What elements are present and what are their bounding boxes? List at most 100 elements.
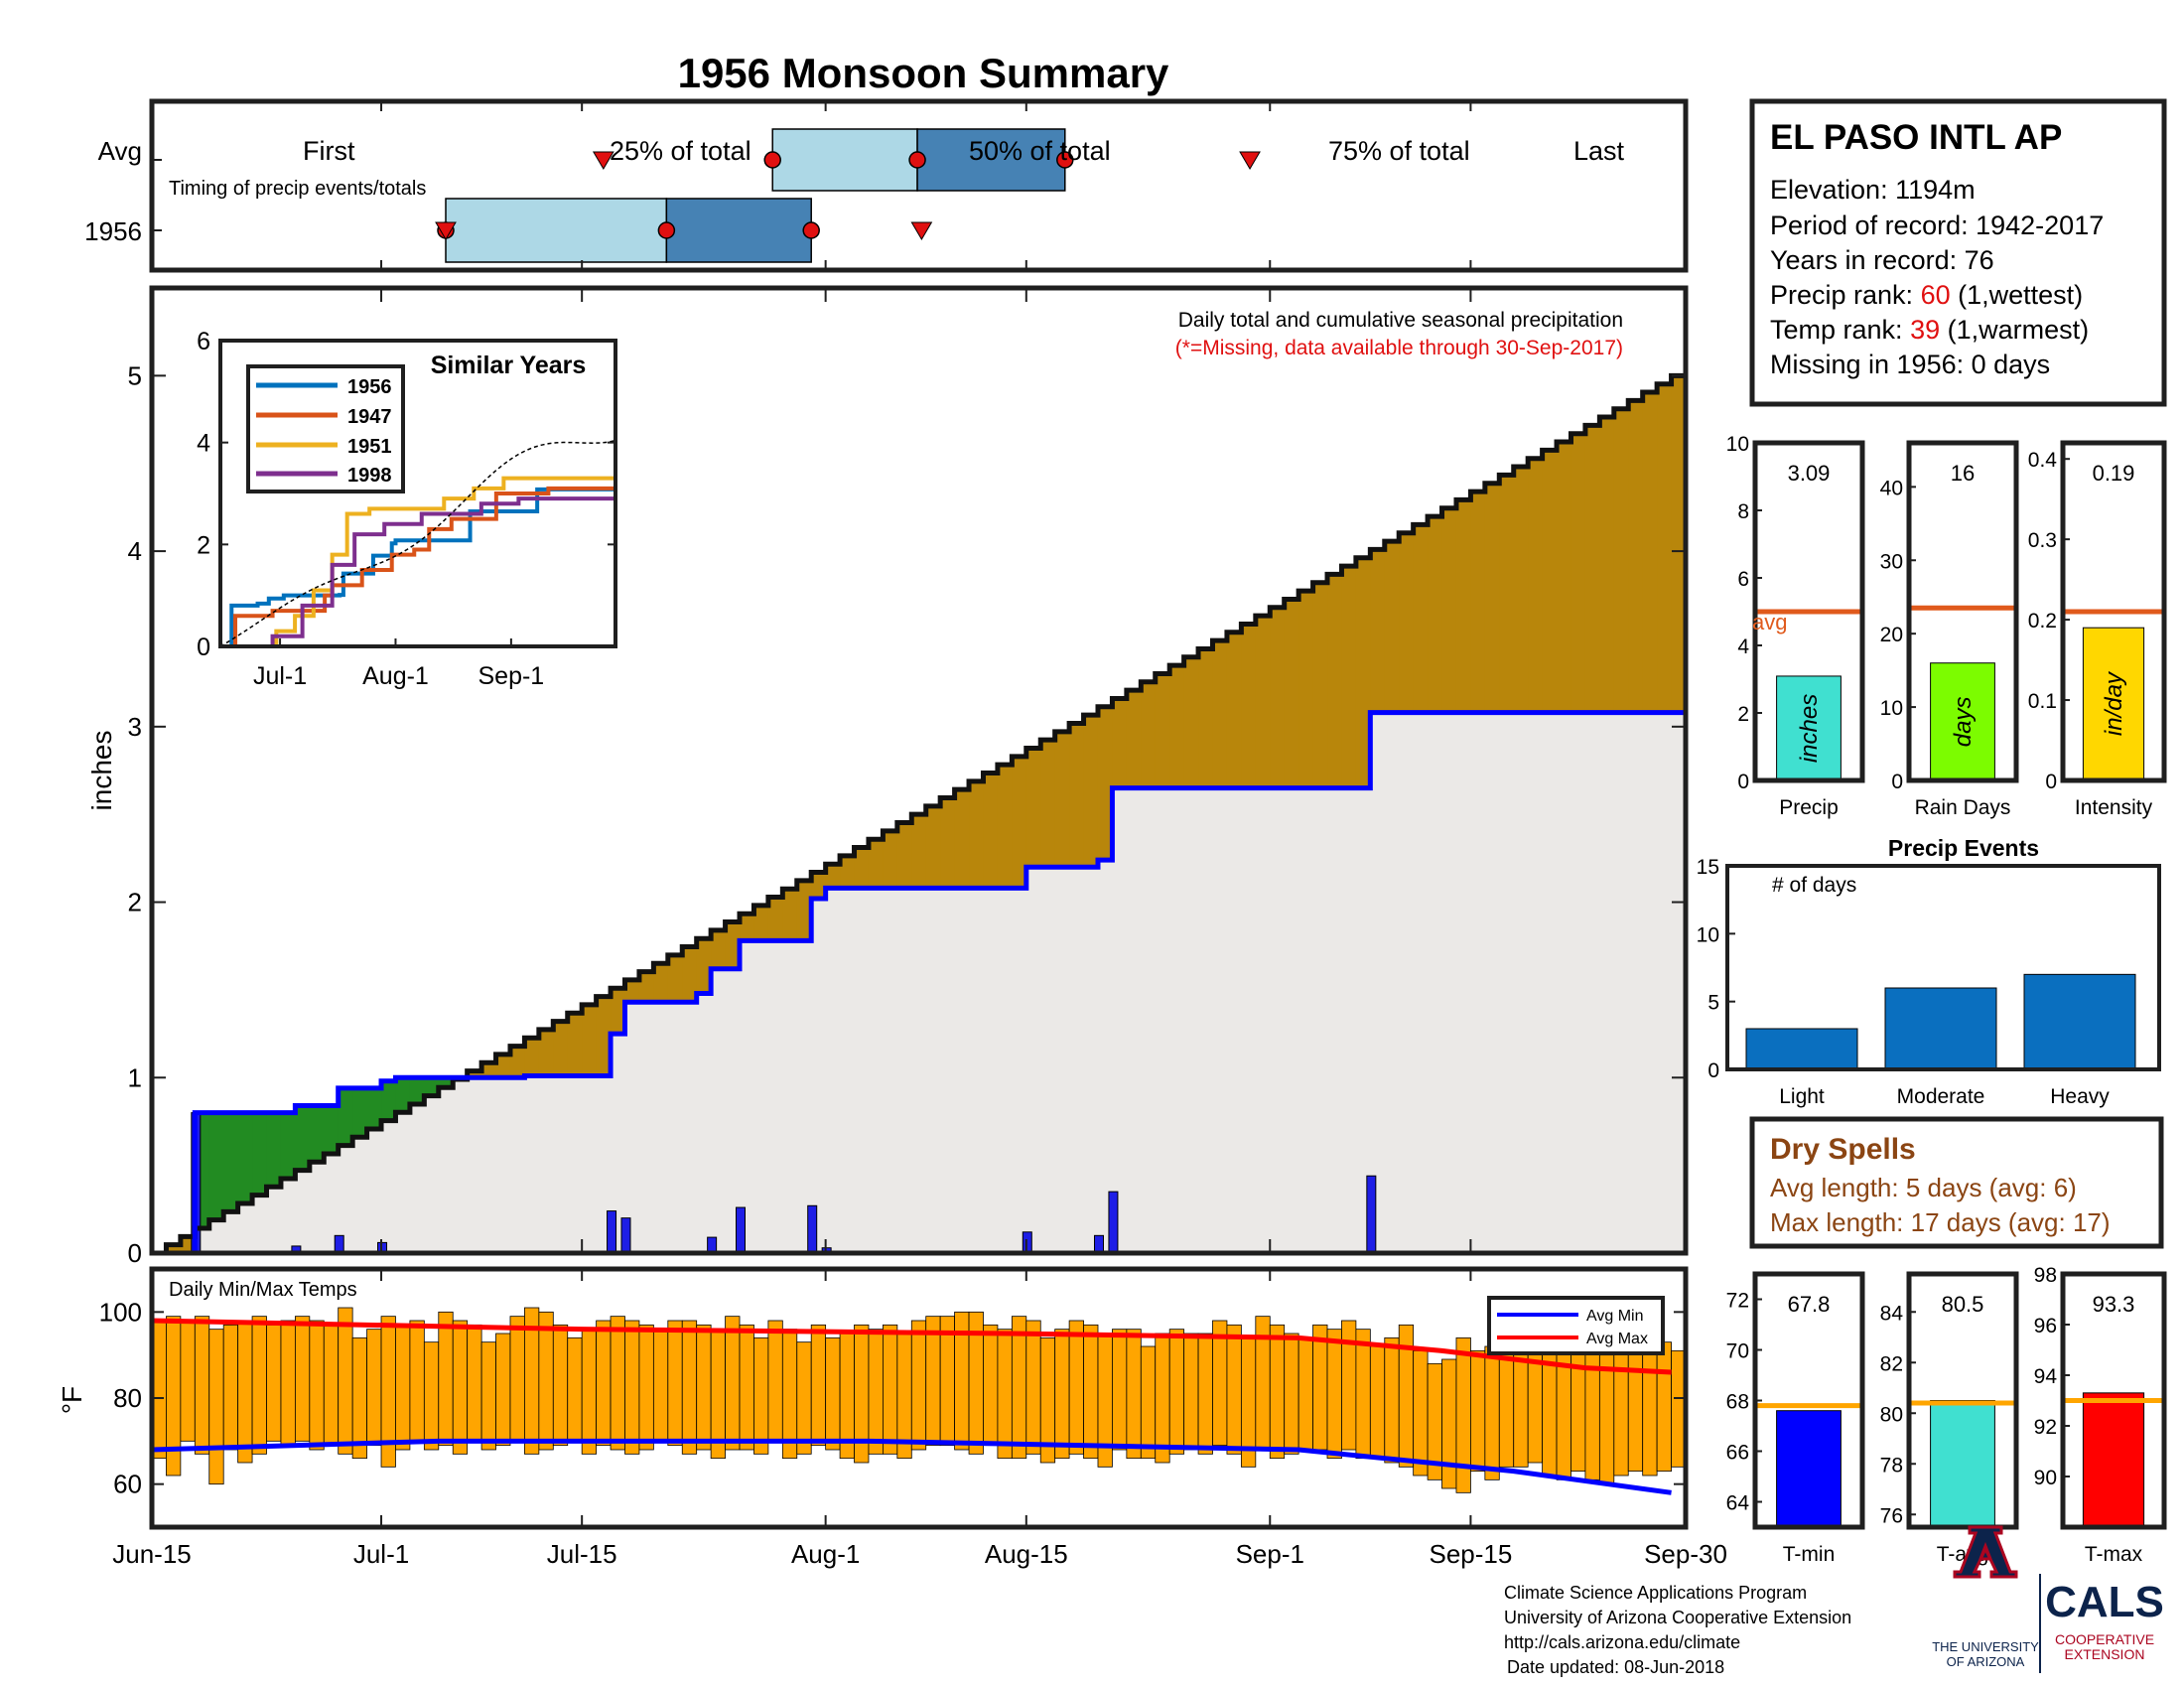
below-average-fill: [896, 822, 912, 889]
daily-temp-bar: [997, 1329, 1013, 1460]
below-average-fill: [796, 880, 812, 941]
mini-ytick-label: 0.2: [2028, 610, 2057, 633]
daily-temp-bar: [438, 1311, 454, 1447]
daily-temp-bar: [681, 1320, 698, 1455]
below-average-fill: [1657, 383, 1673, 713]
below-average-fill: [825, 864, 841, 889]
station-name: EL PASO INTL AP: [1770, 118, 2062, 157]
below-average-fill: [883, 830, 898, 889]
temp-ytick-label: 60: [113, 1470, 142, 1499]
inset-lines: [220, 439, 615, 646]
daily-temp-bar: [222, 1324, 239, 1451]
cals-wordmark: CALS: [2045, 1578, 2164, 1626]
main-frame: [149, 285, 1689, 1256]
daily-precip-bar: [1108, 1191, 1119, 1253]
below-average-fill: [740, 914, 755, 941]
inset-average-line: [220, 439, 615, 646]
timing-first-label: First: [303, 136, 355, 166]
footer-line3: http://cals.arizona.edu/climate: [1504, 1632, 1740, 1652]
timing-row-avg-label: Avg: [98, 136, 142, 166]
daily-precip-bar: [1093, 1234, 1104, 1253]
below-average-fill: [1413, 524, 1429, 713]
timing-bars: [152, 101, 1472, 270]
mini-panel-precip: 0 2 4 6 8 10 3.09 inches avg Precip: [1726, 433, 1865, 819]
below-average-fill: [969, 780, 985, 889]
below-average-fill: [1441, 507, 1457, 713]
daily-temp-bar: [1656, 1341, 1672, 1473]
mini-title: T-max: [2085, 1543, 2143, 1566]
below-average-fill: [696, 938, 712, 994]
daily-temp-bar: [1284, 1333, 1299, 1455]
mini-frame: [1906, 1271, 2019, 1530]
below-average-fill: [567, 1013, 583, 1076]
daily-temp-bar: [1068, 1320, 1084, 1455]
below-average-fill: [997, 765, 1013, 889]
daily-temp-bar: [652, 1329, 669, 1442]
events-annotation: # of days: [1772, 874, 1856, 897]
daily-temp-bar: [351, 1336, 367, 1460]
avg-q75-marker: [1056, 151, 1074, 169]
inset-ytick-label: 6: [197, 328, 210, 355]
daily-temp-bar: [1484, 1345, 1500, 1480]
temperature-chart: 60 80 100 Daily Min/Max Temps °F Avg Min A…: [57, 1266, 1689, 1530]
year-q25-q50-bar: [445, 198, 668, 263]
below-average-fill: [1341, 566, 1357, 788]
below-average-fill: [1226, 632, 1242, 788]
below-average-fill: [1642, 392, 1658, 713]
below-average-fill: [1212, 640, 1228, 788]
daily-temp-bar: [667, 1320, 683, 1447]
mini-bar: [1776, 675, 1842, 781]
mini-value-label: 93.3: [2093, 1292, 2135, 1317]
above-average-fill: [208, 1112, 224, 1220]
daily-temp-bar: [409, 1320, 425, 1442]
below-average-fill: [1613, 408, 1629, 713]
below-average-fill: [582, 1004, 598, 1076]
daily-temp-bar: [1112, 1329, 1128, 1451]
inset-line-1951: [220, 476, 615, 646]
timing-last-label: Last: [1573, 136, 1625, 166]
daily-temp-bar: [796, 1341, 812, 1455]
daily-temp-bar: [1155, 1333, 1170, 1464]
mini-ytick-label: 0: [1891, 771, 1903, 793]
mini-panel-t-min: 64 66 68 70 72 67.8 T-min: [1726, 1271, 1865, 1566]
main-ytick-label: 3: [128, 712, 142, 742]
mini-panel-intensity: 0 0.1 0.2 0.3 0.4 0.19 in/day Intensity: [2028, 440, 2167, 819]
footer-line4: Date updated: 08-Jun-2018: [1507, 1657, 1724, 1677]
daily-temp-bar: [1212, 1320, 1228, 1447]
footer: Climate Science Applications Program Uni…: [1504, 1583, 1851, 1677]
x-axis-label: Sep-1: [1236, 1539, 1304, 1569]
temp-frame: [149, 1266, 1689, 1530]
ua-line1: THE UNIVERSITY: [1932, 1639, 2039, 1654]
similar-years-inset: 0 2 4 6 Jul-1 Aug-1 Sep-1 Similar Years 1956 1…: [197, 328, 617, 690]
event-bar-moderate: [1884, 987, 1997, 1070]
below-average-fill: [1126, 690, 1142, 788]
daily-temp-bar: [696, 1324, 712, 1451]
mini-bar: [2082, 627, 2145, 781]
mini-ytick-label: 90: [2034, 1467, 2057, 1489]
below-average-fill: [854, 847, 870, 889]
daily-temp-bar: [1126, 1329, 1142, 1460]
below-average-fill: [1671, 375, 1686, 713]
main-precip-chart: 0 1 2 3 4 5 inches Daily total and cumulative…: [86, 285, 1689, 1268]
daily-temp-bar: [452, 1320, 469, 1455]
below-average-fill: [1584, 425, 1600, 713]
below-average-fill: [1155, 673, 1170, 788]
below-average-fill: [1384, 541, 1400, 713]
timing-q25-label: 25% of total: [610, 136, 751, 166]
main-ytick-label: 2: [128, 888, 142, 917]
daily-temp-bar: [552, 1324, 569, 1447]
temp-bars-layer: [152, 1307, 1686, 1495]
mini-frame: [2060, 1271, 2167, 1530]
below-average-fill: [1112, 698, 1128, 788]
daily-temp-bar: [538, 1311, 554, 1451]
below-average-fill: [1069, 723, 1085, 868]
temp-title: Daily Min/Max Temps: [169, 1279, 357, 1301]
daily-temp-bar: [825, 1336, 841, 1451]
mini-frame: [1906, 440, 2019, 783]
daily-temp-bar: [596, 1320, 612, 1447]
mini-ytick-label: 6: [1737, 568, 1749, 591]
mini-bar-label: in/day: [2101, 670, 2127, 736]
station-elevation: Elevation: 1194m: [1770, 175, 1976, 205]
below-average-fill: [1399, 532, 1415, 713]
daily-precip-bar: [736, 1206, 747, 1253]
